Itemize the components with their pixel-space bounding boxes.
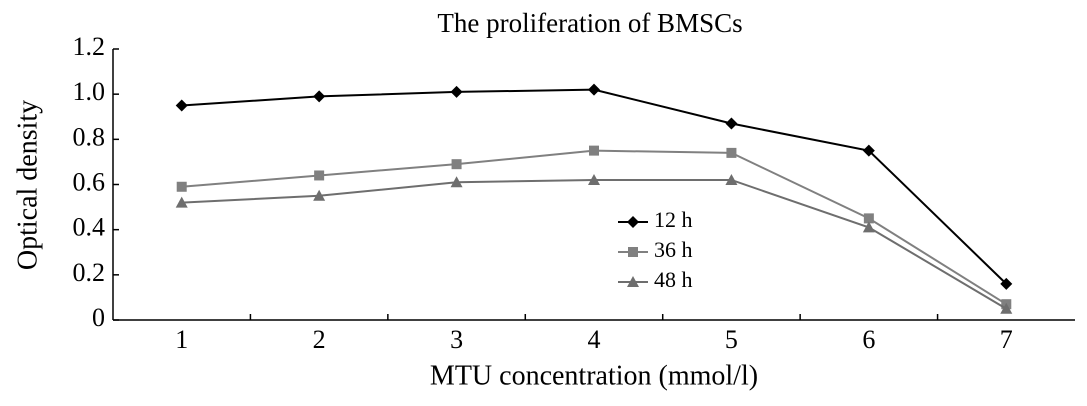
marker [314, 170, 325, 181]
marker [450, 176, 463, 188]
y-tick-label: 1.2 [73, 32, 106, 61]
x-axis-label: MTU concentration (mmol/l) [430, 360, 758, 391]
y-axis-label: Optical density [12, 100, 43, 270]
marker [588, 83, 600, 96]
marker [450, 85, 463, 98]
marker [589, 145, 599, 156]
y-tick-label: 0.8 [73, 122, 106, 151]
legend-label: 36 h [654, 237, 693, 262]
y-tick-label: 0 [92, 303, 105, 332]
marker [726, 147, 737, 158]
x-tick-label: 1 [175, 325, 188, 354]
x-tick-label: 2 [313, 325, 326, 354]
x-tick-label: 4 [588, 325, 601, 354]
marker [176, 181, 187, 192]
marker [725, 117, 738, 130]
chart-title: The proliferation of BMSCs [437, 8, 742, 38]
marker [175, 196, 188, 208]
legend-label: 12 h [654, 207, 693, 232]
marker [1000, 302, 1013, 314]
legend-label: 48 h [654, 267, 693, 292]
x-tick-label: 5 [725, 325, 738, 354]
x-tick-label: 3 [450, 325, 463, 354]
x-tick-label: 6 [862, 325, 875, 354]
series-line [181, 88, 1007, 285]
marker [588, 173, 600, 185]
series-line [181, 178, 1007, 310]
marker [628, 247, 638, 257]
marker [1000, 277, 1013, 290]
marker [725, 173, 738, 185]
x-tick-label: 7 [1000, 325, 1013, 354]
marker [451, 159, 462, 170]
y-tick-label: 1.0 [73, 77, 106, 106]
marker [863, 213, 874, 224]
y-tick-label: 0.2 [73, 258, 106, 287]
y-tick-label: 0.6 [73, 167, 106, 196]
series-line [181, 149, 1007, 306]
marker [862, 221, 875, 233]
marker [627, 276, 639, 287]
marker [313, 90, 326, 103]
marker [627, 216, 639, 228]
y-tick-label: 0.4 [73, 213, 106, 242]
marker [313, 189, 326, 201]
marker [862, 144, 875, 157]
marker [175, 99, 188, 112]
